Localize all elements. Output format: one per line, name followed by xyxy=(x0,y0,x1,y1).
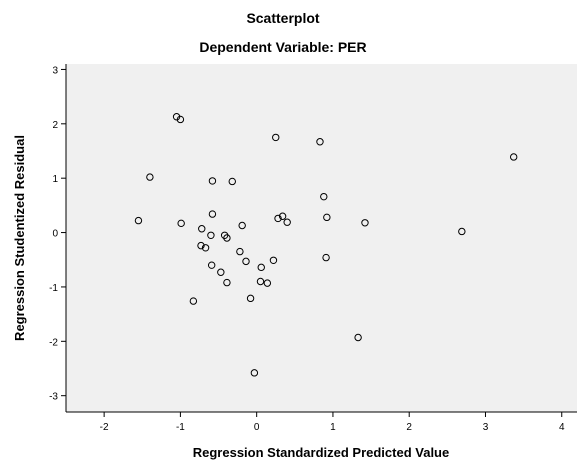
data-point xyxy=(263,279,272,287)
data-point xyxy=(269,256,278,264)
data-point xyxy=(207,261,216,269)
y-tick-label: 0 xyxy=(52,229,58,240)
data-point xyxy=(250,369,259,377)
data-point xyxy=(458,227,466,236)
x-tick-label: -1 xyxy=(176,422,185,433)
data-point xyxy=(323,213,331,222)
data-point xyxy=(246,294,255,303)
data-point xyxy=(217,268,225,276)
data-point xyxy=(278,212,287,220)
data-point xyxy=(208,210,217,218)
x-tick-label: 4 xyxy=(559,422,565,433)
data-point xyxy=(238,221,246,230)
data-point xyxy=(176,115,185,124)
data-point xyxy=(283,218,291,226)
data-point xyxy=(207,231,215,239)
y-tick-label: 3 xyxy=(52,65,58,76)
y-axis-label: Regression Studentized Residual xyxy=(12,135,27,341)
data-point xyxy=(201,244,210,252)
data-point xyxy=(322,253,330,262)
x-axis-label: Regression Standardized Predicted Value xyxy=(193,445,449,460)
data-point xyxy=(257,263,265,272)
x-tick-label: 1 xyxy=(330,422,336,433)
data-points xyxy=(134,113,518,377)
plot-area xyxy=(66,64,577,412)
y-axis-ticks: -3 -2 -1 0 1 2 3 xyxy=(49,65,66,403)
data-point xyxy=(509,153,518,161)
chart-title: Scatterplot xyxy=(246,10,319,26)
y-tick-label: -3 xyxy=(49,392,58,403)
x-tick-label: 3 xyxy=(483,422,489,433)
data-point xyxy=(272,133,280,142)
chart-subtitle: Dependent Variable: PER xyxy=(199,39,366,55)
x-tick-label: 2 xyxy=(406,422,412,433)
data-point xyxy=(354,333,362,342)
y-tick-label: -2 xyxy=(49,337,58,348)
data-point xyxy=(242,257,250,266)
data-point xyxy=(228,177,236,186)
data-point xyxy=(236,247,244,256)
x-tick-label: 0 xyxy=(254,422,260,433)
x-tick-label: -2 xyxy=(100,422,109,433)
x-axis-ticks: -2 -1 0 1 2 3 4 xyxy=(100,412,565,433)
y-tick-label: -1 xyxy=(49,283,58,294)
data-point xyxy=(316,138,324,146)
data-point xyxy=(256,277,265,286)
data-point xyxy=(146,173,154,181)
data-point xyxy=(223,234,231,242)
data-point xyxy=(198,225,206,233)
data-point xyxy=(274,214,282,223)
data-point xyxy=(208,177,217,185)
data-point xyxy=(177,219,185,228)
y-tick-label: 2 xyxy=(52,120,58,131)
data-point xyxy=(361,219,369,227)
data-point xyxy=(320,192,328,201)
data-point xyxy=(197,241,205,250)
data-point xyxy=(134,216,143,225)
data-point xyxy=(189,297,198,305)
data-point xyxy=(223,278,231,287)
y-tick-label: 1 xyxy=(52,174,58,185)
